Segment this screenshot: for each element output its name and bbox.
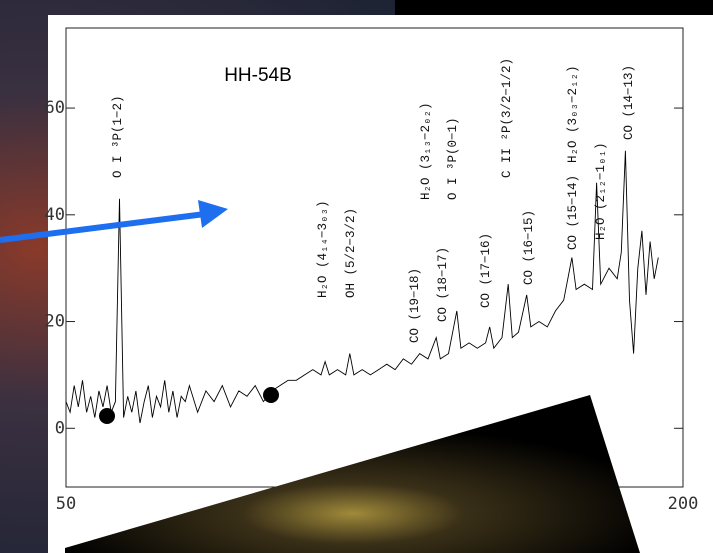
- marker-dot: [99, 408, 115, 424]
- line-annotation: O I ³P(0−1): [446, 117, 460, 200]
- line-annotation: CO (14−13): [622, 65, 636, 140]
- y-tick-label: 0: [55, 418, 65, 438]
- x-tick-label: 50: [56, 494, 76, 514]
- line-annotation: H₂O (3₀₃−2₁₂): [566, 65, 580, 163]
- line-annotation: CO (19−18): [408, 268, 422, 343]
- arrow-shaft: [0, 211, 206, 243]
- line-annotation: H₂O (4₁₄−3₀₃): [316, 200, 330, 298]
- line-annotation: C II ²P(3/2−1/2): [500, 58, 514, 178]
- line-annotation: CO (16−15): [522, 210, 536, 285]
- y-tick-label: 60: [45, 98, 65, 118]
- dark-strip: [395, 0, 713, 15]
- line-annotation: OH (5/2−3/2): [344, 208, 358, 298]
- y-tick-label: 40: [45, 205, 65, 225]
- galaxy-image: [65, 395, 640, 553]
- marker-dot: [263, 387, 279, 403]
- spectrum-line: [65, 150, 659, 424]
- line-annotation: CO (17−16): [479, 233, 493, 308]
- x-tick-label: 200: [668, 494, 699, 514]
- arrow-head: [198, 200, 228, 228]
- line-annotation: H₂O (3₁₃−2₀₂): [419, 102, 433, 200]
- line-annotation: O I ³P(1−2): [111, 95, 125, 178]
- line-annotation: CO (18−17): [436, 247, 450, 322]
- line-annotation: H₂O (2₁₂−1₀₁): [594, 142, 608, 240]
- y-tick-label: 20: [45, 312, 65, 332]
- line-annotation: CO (15−14): [566, 175, 580, 250]
- chart-title: HH-54B: [224, 65, 292, 86]
